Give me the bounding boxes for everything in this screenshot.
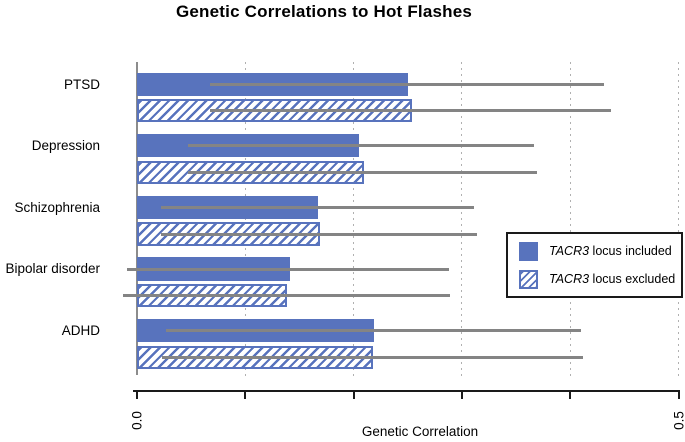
gridline-0.3 <box>461 62 463 378</box>
category-label-bipolar-disorder: Bipolar disorder <box>5 261 100 277</box>
error-bar-bipolar-disorder-included <box>127 267 449 271</box>
chart-title: Genetic Correlations to Hot Flashes <box>175 2 473 21</box>
gridline-0.4 <box>569 62 571 378</box>
gridline-0.5 <box>678 62 679 378</box>
legend-label-included: TACR3 locus included <box>549 244 672 258</box>
x-tick-0.4 <box>569 390 572 399</box>
error-bar-ptsd-included <box>209 82 604 86</box>
error-bar-adhd-excluded <box>161 355 584 359</box>
legend-swatch-solid <box>519 241 538 261</box>
x-axis-title: Genetic Correlation <box>361 424 479 439</box>
gridline-0.2 <box>353 62 355 378</box>
legend-swatch-hatched <box>519 269 538 289</box>
error-bar-bipolar-disorder-excluded <box>122 294 450 298</box>
error-bar-ptsd-excluded <box>209 109 612 113</box>
legend-label-rest: locus excluded <box>589 272 676 286</box>
error-bar-depression-included <box>187 144 535 148</box>
category-label-schizophrenia: Schizophrenia <box>14 199 100 215</box>
category-label-ptsd: PTSD <box>63 76 100 92</box>
legend-label-rest: locus included <box>589 244 672 258</box>
legend-gene-italic: TACR3 <box>549 272 590 286</box>
x-tick-0.0 <box>136 390 138 399</box>
legend-label-excluded: TACR3 locus excluded <box>549 272 675 286</box>
error-bar-depression-excluded <box>187 170 537 174</box>
x-tick-0.1 <box>244 390 247 399</box>
error-bar-schizophrenia-included <box>160 205 474 209</box>
x-tick-0.2 <box>352 390 355 399</box>
legend-item-excluded: TACR3 locus excluded <box>519 269 681 289</box>
legend-gene-italic: TACR3 <box>549 244 590 258</box>
x-axis-line <box>133 390 680 392</box>
x-tick-0.5 <box>677 390 680 399</box>
category-label-adhd: ADHD <box>61 323 100 339</box>
error-bar-adhd-included <box>166 329 581 333</box>
gridline-0.1 <box>244 62 246 378</box>
legend-item-included: TACR3 locus included <box>519 241 681 261</box>
category-label-depression: Depression <box>31 138 100 154</box>
error-bar-schizophrenia-excluded <box>160 232 477 236</box>
x-tick-0.3 <box>460 390 463 399</box>
legend: TACR3 locus included TACR3 locus exclude… <box>506 232 683 298</box>
